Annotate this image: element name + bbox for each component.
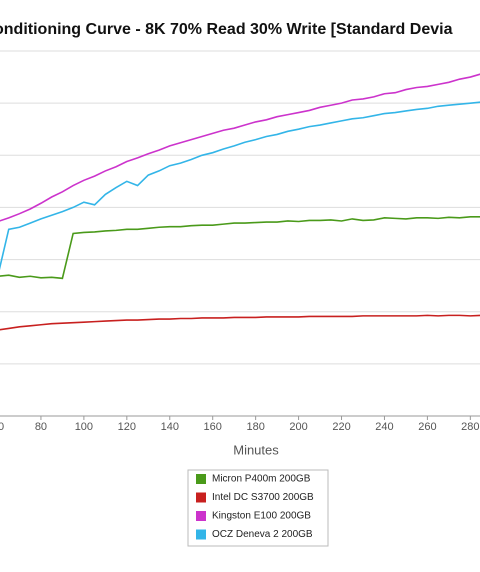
legend-swatch <box>196 492 206 503</box>
x-tick-label: 260 <box>418 421 436 433</box>
series-line <box>0 314 480 331</box>
series-line <box>0 101 480 271</box>
x-tick-label: 140 <box>161 421 179 433</box>
x-tick-label: 160 <box>204 421 222 433</box>
x-tick-label: 240 <box>375 421 393 433</box>
series-line <box>0 73 480 222</box>
legend-label: OCZ Deneva 2 200GB <box>212 529 313 540</box>
legend-box <box>187 469 329 547</box>
legend-label: Intel DC S3700 200GB <box>212 492 314 503</box>
legend-swatch <box>196 511 206 521</box>
series-line <box>0 216 480 280</box>
x-tick-label: 80 <box>35 421 47 433</box>
legend-label: Kingston E100 200GB <box>212 511 311 522</box>
x-tick-label: 60 <box>0 421 4 433</box>
chart-title: onditioning Curve - 8K 70% Read 30% Writ… <box>0 21 453 38</box>
legend-swatch <box>196 529 206 540</box>
x-tick-label: 220 <box>332 421 350 433</box>
legend-swatch <box>196 474 206 484</box>
x-axis-label: Minutes <box>233 442 279 457</box>
x-tick-label: 100 <box>75 421 93 433</box>
x-tick-label: 180 <box>246 421 264 433</box>
x-tick-label: 280 <box>461 421 479 433</box>
x-tick-label: 120 <box>118 421 136 433</box>
x-tick-label: 200 <box>289 421 307 433</box>
legend-label: Micron P400m 200GB <box>212 474 311 485</box>
